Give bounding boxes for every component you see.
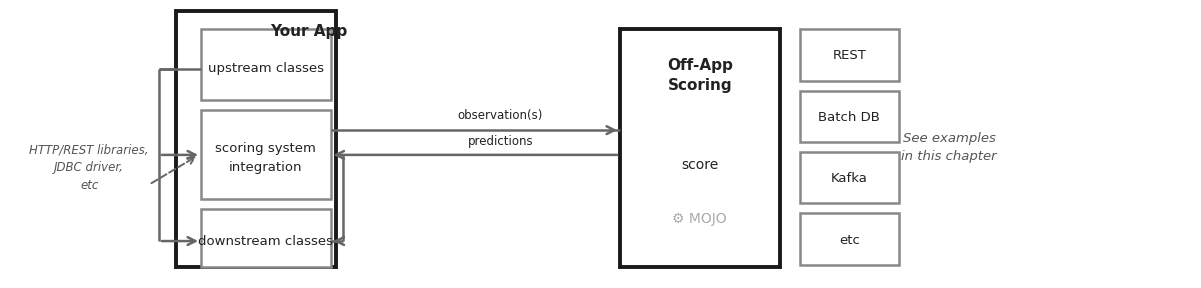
Text: downstream classes: downstream classes [198,234,333,248]
Bar [800,152,900,203]
Text: ⚙ MOJO: ⚙ MOJO [673,212,727,226]
Bar [620,29,779,267]
Text: predictions: predictions [467,135,533,148]
Text: Kafka: Kafka [831,172,868,185]
Bar [800,90,900,142]
Bar [177,11,335,267]
Text: etc: etc [839,234,860,247]
Bar [800,29,900,81]
Bar [201,209,330,267]
Text: See examples
in this chapter: See examples in this chapter [902,132,997,164]
Bar [201,110,330,200]
Text: REST: REST [832,49,866,62]
Text: Off-App
Scoring: Off-App Scoring [667,58,733,93]
Bar [201,29,330,101]
Text: Batch DB: Batch DB [819,111,880,124]
Text: HTTP/REST libraries,
JDBC driver,
etc: HTTP/REST libraries, JDBC driver, etc [30,143,149,192]
Text: upstream classes: upstream classes [208,62,324,75]
Text: score: score [681,158,718,172]
Text: Your App: Your App [270,24,347,39]
Text: observation(s): observation(s) [458,109,543,122]
Bar [800,213,900,265]
Text: scoring system
integration: scoring system integration [215,142,316,174]
